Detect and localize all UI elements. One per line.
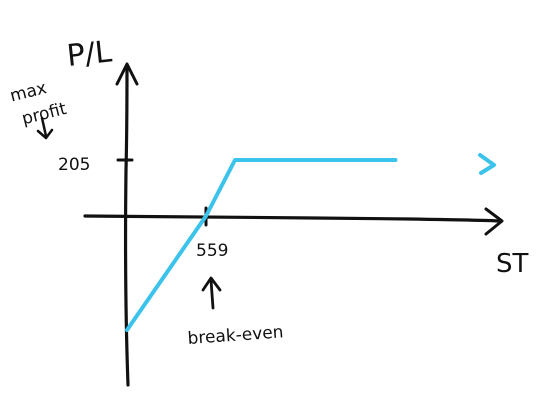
x-tick-label-559: 559 bbox=[196, 241, 228, 261]
y-axis-label: P/L bbox=[65, 34, 114, 74]
annotation-break-even-arrow bbox=[201, 276, 222, 310]
x-axis bbox=[83, 214, 502, 223]
y-axis-arrowhead bbox=[115, 62, 139, 86]
x-axis-arrowhead bbox=[484, 207, 504, 236]
payoff-line bbox=[125, 158, 398, 332]
annotation-max-profit-line-1: max bbox=[8, 78, 49, 106]
payoff-arrowhead bbox=[478, 153, 496, 175]
y-axis bbox=[124, 64, 130, 387]
x-axis-label: ST bbox=[496, 249, 529, 279]
y-tick-label-205: 205 bbox=[58, 155, 90, 175]
annotation-break-even: break-even bbox=[187, 322, 284, 349]
annotation-max-profit-arrow bbox=[36, 116, 54, 140]
annotation-max-profit: max profit bbox=[8, 75, 69, 131]
